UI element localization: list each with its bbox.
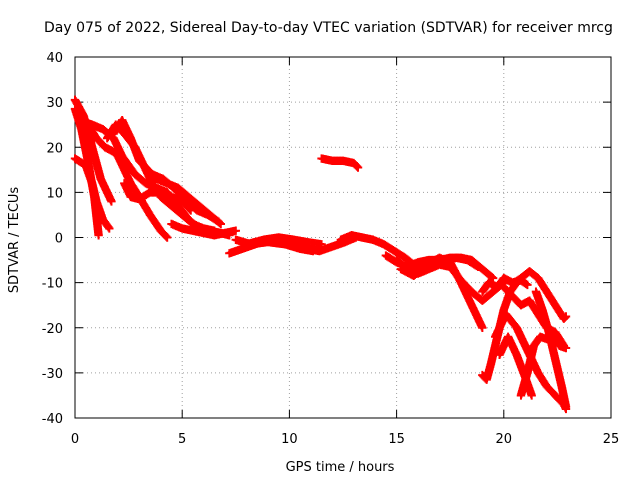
x-tick-label: 0 <box>71 432 79 447</box>
data-point <box>161 232 171 241</box>
data-point <box>488 273 498 283</box>
data-point <box>352 162 362 171</box>
data-point <box>216 219 225 229</box>
data-point <box>185 205 194 214</box>
y-axis-label: SDTVAR / TECUs <box>7 187 22 294</box>
data-point <box>561 402 571 411</box>
y-tick-label: -40 <box>42 412 63 427</box>
x-axis: 0 5 10 15 20 25 <box>71 57 619 447</box>
x-tick-label: 15 <box>388 432 405 447</box>
series-arc-14 <box>317 154 363 172</box>
x-tick-label: 5 <box>178 432 186 447</box>
data-point <box>94 231 103 240</box>
data-point <box>561 312 571 321</box>
y-tick-label: 30 <box>46 96 63 111</box>
y-tick-label: 0 <box>55 232 63 247</box>
y-tick-label: -30 <box>42 367 63 382</box>
series-arc-18 <box>392 255 508 305</box>
data-point <box>308 246 318 256</box>
series-arc-26 <box>531 287 571 411</box>
x-axis-label: GPS time / hours <box>286 460 395 475</box>
data-point <box>523 280 532 290</box>
series-arc-10 <box>167 219 240 240</box>
data-point <box>317 240 326 249</box>
data-point <box>560 313 570 322</box>
y-tick-label: -20 <box>42 322 63 337</box>
data-point <box>231 226 240 235</box>
data-point <box>478 323 487 332</box>
series-arc-13 <box>242 233 326 249</box>
series-arc-21 <box>510 267 571 323</box>
y-tick-label: 20 <box>46 141 63 156</box>
data-point <box>162 233 172 242</box>
y-tick-label: -10 <box>42 277 63 292</box>
chart-title: Day 075 of 2022, Sidereal Day-to-day VTE… <box>44 20 613 36</box>
x-tick-label: 10 <box>281 432 298 447</box>
x-tick-label: 20 <box>496 432 513 447</box>
series-arc-8 <box>120 179 195 215</box>
series-arc-25 <box>495 332 536 400</box>
y-tick-label: 10 <box>46 186 63 201</box>
x-tick-label: 25 <box>603 432 620 447</box>
data-point <box>105 224 114 233</box>
data-point <box>561 343 571 353</box>
series-arc-2 <box>70 154 114 233</box>
data-point <box>186 206 195 215</box>
data-point <box>527 391 536 400</box>
series-arc-9 <box>143 165 225 229</box>
data-point <box>107 197 116 206</box>
data-point <box>353 163 363 172</box>
data-points <box>70 95 571 414</box>
y-axis: -40 -30 -20 -10 0 10 20 30 40 <box>42 51 611 427</box>
y-tick-label: 40 <box>46 51 63 66</box>
